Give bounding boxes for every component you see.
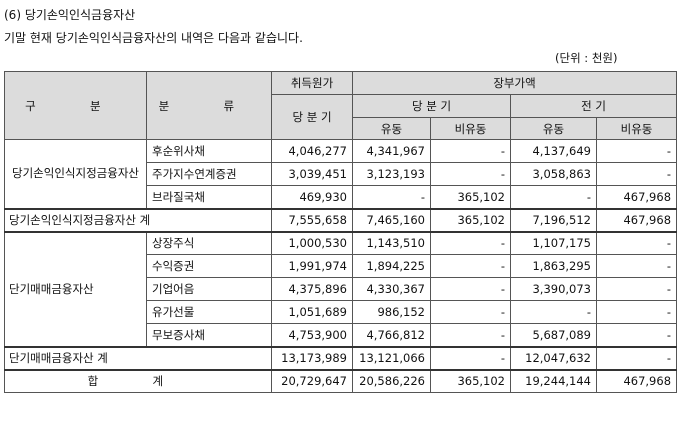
header-prior-noncurrent: 비유동 (595, 117, 678, 140)
cell-prior-current: 1,863,295 (510, 254, 597, 278)
cell-prior-noncurrent: - (595, 230, 678, 255)
cell-current-current: 13,121,066 (352, 345, 431, 370)
subtotal-row: 단기매매금융자산 계 13,173,989 13,121,066 - 12,04… (4, 345, 678, 370)
cell-current-current: 1,894,225 (352, 254, 431, 278)
header-classification: 분 류 (146, 71, 272, 140)
cell-cost: 4,375,896 (271, 277, 353, 301)
cell-prior-current: 12,047,632 (510, 345, 597, 370)
cell-current-noncurrent: - (430, 345, 511, 370)
cell-cost: 1,991,974 (271, 254, 353, 278)
cell-current-current: 20,586,226 (352, 368, 431, 393)
financial-assets-table: 구 분 분 류 취득원가 장부가액 당 분 기 당 분 기 전 기 유동 비유동… (4, 71, 678, 393)
header-category: 구 분 (4, 71, 147, 140)
item-label: 브라질국채 (146, 185, 272, 209)
cell-cost: 4,753,900 (271, 323, 353, 347)
cell-prior-current: 1,107,175 (510, 230, 597, 255)
cell-prior-noncurrent: 467,968 (595, 368, 678, 393)
header-acquisition-cost: 취득원가 (271, 71, 353, 95)
cell-prior-noncurrent: - (595, 162, 678, 186)
cell-current-current: 4,341,967 (352, 139, 431, 163)
table-row: 무보증사채 4,753,900 4,766,812 - 5,687,089 - (5, 323, 678, 347)
unit-note: (단위 : 천원) (555, 51, 618, 65)
cell-prior-noncurrent: - (595, 345, 678, 370)
table-row: 브라질국채 469,930 - 365,102 - 467,968 (5, 185, 678, 209)
cell-current-noncurrent: - (430, 162, 511, 186)
subtotal-label: 단기매매금융자산 계 (4, 345, 272, 370)
cell-prior-current: - (510, 300, 597, 324)
cell-prior-current: 5,687,089 (510, 323, 597, 347)
cell-current-noncurrent: - (430, 300, 511, 324)
cell-cost: 469,930 (271, 185, 353, 209)
cell-current-noncurrent: - (430, 277, 511, 301)
header-current-noncurrent: 비유동 (430, 117, 511, 140)
item-label: 주가지수연계증권 (146, 162, 272, 186)
cell-prior-noncurrent: - (595, 323, 678, 347)
header-prior-period: 전 기 (509, 94, 678, 118)
cell-prior-noncurrent: 467,968 (595, 185, 678, 209)
cell-prior-noncurrent: - (595, 254, 678, 278)
cell-current-current: 1,143,510 (352, 230, 431, 255)
cell-current-current: 7,465,160 (352, 207, 431, 232)
item-label: 수익증권 (146, 254, 272, 278)
cell-current-noncurrent: - (430, 139, 511, 163)
cell-prior-current: 4,137,649 (510, 139, 597, 163)
header-current-period: 당 분 기 (352, 94, 511, 118)
cell-cost: 3,039,451 (271, 162, 353, 186)
cell-prior-current: 7,196,512 (510, 207, 597, 232)
cell-cost: 20,729,647 (271, 368, 353, 393)
table-row: 당기손익인식지정금융자산 후순위사채 4,046,277 4,341,967 -… (4, 139, 678, 209)
cell-current-current: 4,766,812 (352, 323, 431, 347)
intro-text: 기말 현재 당기손익인식금융자산의 내역은 다음과 같습니다. (4, 31, 303, 45)
cell-prior-noncurrent: 467,968 (595, 207, 678, 232)
item-label: 무보증사채 (146, 323, 272, 347)
table-row: 단기매매금융자산 상장주식 1,000,530 1,143,510 - 1,10… (4, 230, 678, 347)
cell-current-noncurrent: - (430, 230, 511, 255)
cell-cost: 1,051,689 (271, 300, 353, 324)
table-row: 수익증권 1,991,974 1,894,225 - 1,863,295 - (5, 254, 678, 278)
cell-current-current: 986,152 (352, 300, 431, 324)
item-label: 유가선물 (146, 300, 272, 324)
cell-current-noncurrent: 365,102 (430, 185, 511, 209)
group-label: 단기매매금융자산 (4, 230, 147, 347)
cell-current-noncurrent: - (430, 254, 511, 278)
cell-prior-noncurrent: - (595, 277, 678, 301)
cell-prior-current: 3,390,073 (510, 277, 597, 301)
total-label: 합 계 (4, 368, 272, 393)
cell-current-noncurrent: 365,102 (430, 368, 511, 393)
header-book-value: 장부가액 (351, 71, 678, 95)
subtotal-label: 당기손익인식지정금융자산 계 (4, 207, 272, 232)
total-row: 합 계 20,729,647 20,586,226 365,102 19,244… (4, 368, 678, 393)
header-prior-current: 유동 (510, 117, 597, 140)
cell-prior-noncurrent: - (595, 139, 678, 163)
header-current-current: 유동 (352, 117, 431, 140)
cell-cost: 4,046,277 (271, 139, 353, 163)
group-label: 당기손익인식지정금융자산 (4, 139, 147, 209)
cell-current-noncurrent: - (430, 323, 511, 347)
cell-prior-current: - (510, 185, 597, 209)
item-label: 상장주식 (146, 230, 272, 255)
cell-current-current: - (352, 185, 431, 209)
cell-current-current: 4,330,367 (352, 277, 431, 301)
cell-cost: 1,000,530 (271, 230, 353, 255)
item-label: 후순위사채 (146, 139, 272, 163)
header-cost-period: 당 분 기 (271, 94, 353, 140)
table-row: 주가지수연계증권 3,039,451 3,123,193 - 3,058,863… (5, 162, 678, 186)
section-heading: (6) 당기손익인식금융자산 (4, 8, 136, 22)
cell-cost: 7,555,658 (271, 207, 353, 232)
cell-prior-noncurrent: - (595, 300, 678, 324)
subtotal-row: 당기손익인식지정금융자산 계 7,555,658 7,465,160 365,1… (4, 207, 678, 232)
cell-current-noncurrent: 365,102 (430, 207, 511, 232)
cell-current-current: 3,123,193 (352, 162, 431, 186)
cell-prior-current: 19,244,144 (510, 368, 597, 393)
cell-cost: 13,173,989 (271, 345, 353, 370)
cell-prior-current: 3,058,863 (510, 162, 597, 186)
item-label: 기업어음 (146, 277, 272, 301)
